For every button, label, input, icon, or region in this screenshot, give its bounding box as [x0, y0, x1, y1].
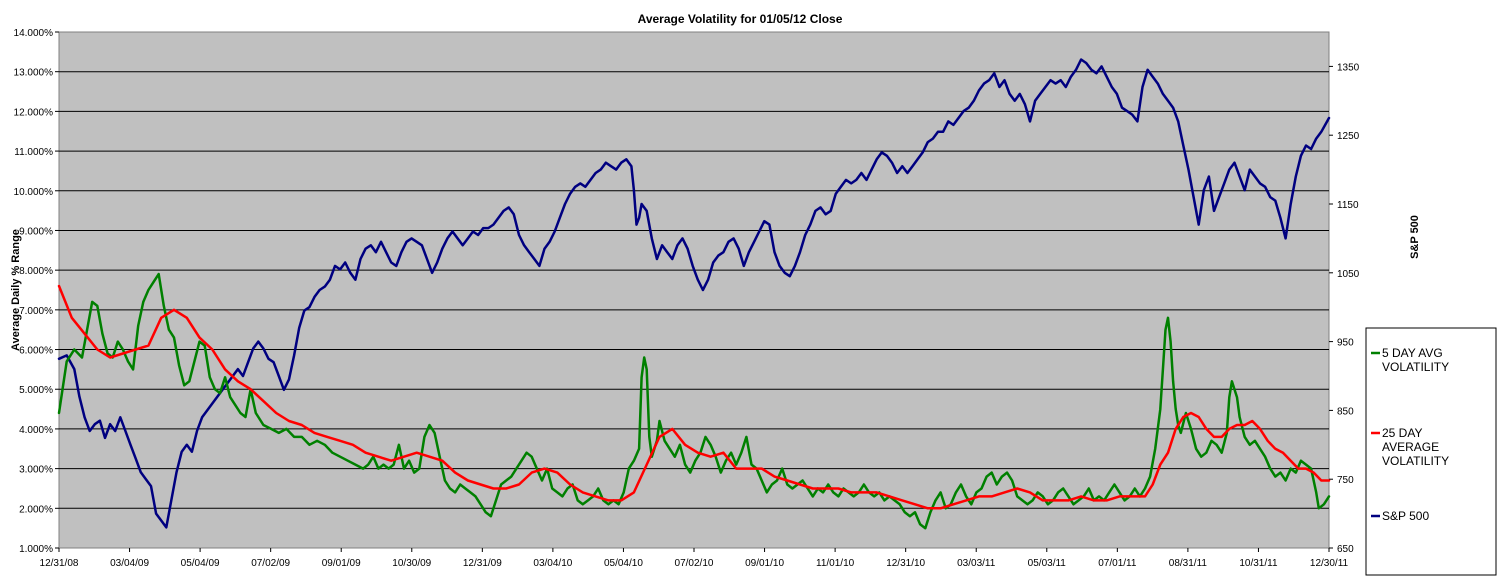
left-tick-label: 6.000% — [19, 346, 53, 357]
gridlines — [59, 71, 1329, 509]
x-tick-label: 09/01/10 — [745, 558, 784, 569]
x-tick-label: 03/04/10 — [533, 558, 572, 569]
left-tick-label: 8.000% — [19, 266, 53, 277]
left-tick-label: 14.000% — [14, 28, 54, 39]
left-tick-label: 9.000% — [19, 226, 53, 237]
x-tick-label: 11/01/10 — [816, 558, 855, 569]
right-tick-label: 950 — [1337, 338, 1354, 349]
right-tick-label: 1350 — [1337, 62, 1360, 73]
left-tick-label: 1.000% — [19, 544, 53, 555]
x-tick-label: 03/04/09 — [110, 558, 149, 569]
x-tick-label: 08/31/11 — [1169, 558, 1208, 569]
x-tick-label: 12/31/08 — [40, 558, 79, 569]
x-axis: 12/31/08 03/04/09 05/04/09 07/02/09 09/01/09… — [40, 548, 1349, 569]
left-tick-label: 7.000% — [19, 306, 53, 317]
left-tick-label: 12.000% — [14, 107, 54, 118]
x-tick-label: 03/03/11 — [957, 558, 996, 569]
left-tick-label: 4.000% — [19, 425, 53, 436]
legend-item-25day: 25 DAY AVERAGE VOLATILITY — [1371, 426, 1449, 468]
series-sp500 — [57, 58, 1331, 529]
right-tick-label: 750 — [1337, 475, 1354, 486]
left-tick-label: 11.000% — [14, 147, 53, 158]
legend-label-sp500: S&P 500 — [1382, 509, 1429, 523]
x-tick-label: 12/30/11 — [1310, 558, 1349, 569]
x-tick-label: 07/02/09 — [251, 558, 290, 569]
right-y-axis: 650 750 850 950 1050 1150 1250 1350 — [1329, 62, 1360, 555]
chart-title: Average Volatility for 01/05/12 Close — [638, 12, 843, 26]
legend: 5 DAY AVG VOLATILITY 25 DAY AVERAGE VOLATIL… — [1365, 327, 1497, 576]
x-tick-label: 05/03/11 — [1028, 558, 1067, 569]
left-tick-label: 5.000% — [19, 385, 53, 396]
legend-item-sp500: S&P 500 — [1371, 509, 1429, 523]
left-tick-label: 13.000% — [14, 68, 54, 79]
left-tick-label: 10.000% — [14, 187, 54, 198]
legend-label-5day: 5 DAY AVG VOLATILITY — [1382, 346, 1449, 374]
x-tick-label: 10/31/11 — [1239, 558, 1278, 569]
legend-box — [1365, 327, 1497, 576]
x-tick-label: 05/04/09 — [181, 558, 220, 569]
left-tick-label: 2.000% — [19, 504, 53, 515]
right-tick-label: 1250 — [1337, 131, 1360, 142]
x-tick-label: 10/30/09 — [392, 558, 431, 569]
right-tick-label: 650 — [1337, 544, 1354, 555]
right-tick-label: 850 — [1337, 406, 1354, 417]
x-tick-label: 07/02/10 — [675, 558, 714, 569]
x-tick-label: 09/01/09 — [322, 558, 361, 569]
x-tick-label: 12/31/09 — [463, 558, 502, 569]
left-y-axis: 1.000% 2.000% 3.000% 4.000% 5.000% 6.000% 7.00… — [14, 28, 59, 555]
x-tick-label: 12/31/10 — [886, 558, 925, 569]
left-axis-label: Average Daily % Range — [10, 229, 22, 351]
right-axis-label: S&P 500 — [1409, 215, 1421, 259]
series-5day-avg-volatility — [57, 272, 1331, 530]
legend-item-5day: 5 DAY AVG VOLATILITY — [1371, 346, 1449, 374]
x-tick-label: 05/04/10 — [604, 558, 643, 569]
right-tick-label: 1050 — [1337, 269, 1360, 280]
x-tick-label: 07/01/11 — [1098, 558, 1137, 569]
right-tick-label: 1150 — [1337, 200, 1359, 211]
left-tick-label: 3.000% — [19, 465, 53, 476]
series-25day-avg-volatility — [57, 284, 1331, 510]
series-lines — [57, 58, 1331, 530]
legend-label-25day: 25 DAY AVERAGE VOLATILITY — [1382, 426, 1449, 468]
